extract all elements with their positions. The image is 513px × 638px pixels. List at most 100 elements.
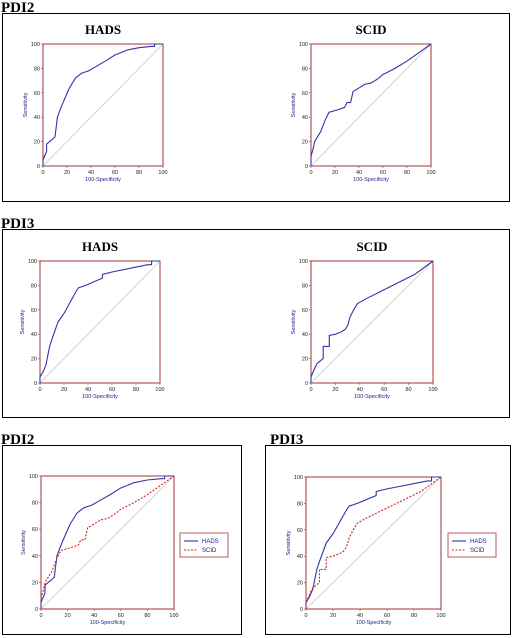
x-tick-label: 80 bbox=[136, 170, 142, 176]
section-label-pdi3-top: PDI3 bbox=[1, 216, 35, 232]
reference-diagonal bbox=[42, 43, 164, 167]
x-tick-label: 60 bbox=[118, 613, 124, 619]
x-tick-label: 40 bbox=[85, 387, 91, 393]
reference-diagonal bbox=[40, 475, 175, 610]
y-tick-label: 80 bbox=[31, 283, 37, 289]
panel-pdi3-top bbox=[2, 229, 510, 418]
y-tick-label: 100 bbox=[299, 259, 308, 265]
y-tick-label: 40 bbox=[297, 554, 303, 560]
y-tick-label: 20 bbox=[31, 357, 37, 363]
y-axis-label: Sensitivity bbox=[23, 92, 29, 117]
plot-frame bbox=[305, 476, 442, 610]
x-tick-label: 80 bbox=[144, 613, 150, 619]
x-tick-label: 20 bbox=[330, 613, 336, 619]
x-tick-label: 20 bbox=[61, 387, 67, 393]
x-tick-label: 40 bbox=[356, 170, 362, 176]
x-tick-label: 80 bbox=[404, 170, 410, 176]
y-tick-label: 20 bbox=[302, 140, 308, 146]
roc-curve-scid bbox=[40, 475, 175, 609]
chart-title: HADS bbox=[82, 239, 118, 254]
x-tick-label: 40 bbox=[88, 170, 94, 176]
y-tick-label: 60 bbox=[302, 91, 308, 97]
y-tick-label: 20 bbox=[32, 580, 38, 586]
chart-title: SCID bbox=[356, 239, 387, 254]
x-axis-label: 100-Specificity bbox=[356, 620, 392, 626]
y-axis-label: Sensitivity bbox=[291, 92, 297, 117]
plot-frame bbox=[39, 260, 161, 384]
y-tick-label: 0 bbox=[37, 164, 40, 170]
y-axis-label: Sensitivity bbox=[286, 530, 292, 555]
x-axis-label: 100-Specificity bbox=[353, 177, 389, 183]
panel-pdi2-bottom bbox=[2, 445, 242, 635]
y-tick-label: 0 bbox=[34, 381, 37, 387]
roc-curve-series-0 bbox=[310, 260, 434, 383]
y-tick-label: 40 bbox=[302, 332, 308, 338]
y-tick-label: 60 bbox=[302, 308, 308, 314]
y-tick-label: 60 bbox=[32, 527, 38, 533]
y-axis-label: Sensitivity bbox=[291, 309, 297, 334]
y-tick-label: 0 bbox=[305, 381, 308, 387]
y-tick-label: 80 bbox=[297, 501, 303, 507]
panel-pdi3-bottom bbox=[265, 445, 511, 635]
x-tick-label: 60 bbox=[381, 387, 387, 393]
chart-title: HADS bbox=[85, 22, 121, 37]
y-tick-label: 0 bbox=[305, 164, 308, 170]
y-tick-label: 80 bbox=[302, 283, 308, 289]
x-tick-label: 80 bbox=[133, 387, 139, 393]
y-tick-label: 80 bbox=[32, 501, 38, 507]
x-tick-label: 100 bbox=[436, 613, 445, 619]
x-tick-label: 60 bbox=[109, 387, 115, 393]
y-tick-label: 100 bbox=[294, 475, 303, 481]
y-tick-label: 40 bbox=[34, 115, 40, 121]
x-tick-label: 20 bbox=[64, 170, 70, 176]
x-tick-label: 80 bbox=[406, 387, 412, 393]
y-tick-label: 40 bbox=[32, 554, 38, 560]
x-tick-label: 20 bbox=[332, 387, 338, 393]
section-label-pdi3-bottom: PDI3 bbox=[270, 432, 304, 448]
roc-curve-hads bbox=[40, 475, 174, 609]
plot-frame bbox=[310, 43, 432, 167]
x-axis-label: 100-Specificity bbox=[85, 177, 121, 183]
reference-diagonal bbox=[310, 43, 432, 167]
reference-diagonal bbox=[305, 476, 442, 610]
x-tick-label: 80 bbox=[411, 613, 417, 619]
legend-label-hads: HADS bbox=[470, 539, 487, 545]
y-axis-label: Sensitivity bbox=[20, 309, 26, 334]
x-tick-label: 40 bbox=[357, 613, 363, 619]
x-tick-label: 40 bbox=[91, 613, 97, 619]
chart-title: SCID bbox=[355, 22, 386, 37]
legend-box bbox=[447, 532, 497, 558]
x-tick-label: 100 bbox=[155, 387, 164, 393]
x-tick-label: 0 bbox=[309, 387, 312, 393]
y-tick-label: 20 bbox=[302, 357, 308, 363]
x-tick-label: 20 bbox=[332, 170, 338, 176]
y-tick-label: 80 bbox=[302, 66, 308, 72]
x-tick-label: 60 bbox=[112, 170, 118, 176]
reference-diagonal bbox=[310, 260, 434, 384]
legend-box bbox=[179, 532, 229, 558]
x-tick-label: 0 bbox=[39, 613, 42, 619]
legend-label-scid: SCID bbox=[202, 548, 217, 554]
roc-curve-series-0 bbox=[42, 43, 163, 166]
legend-label-scid: SCID bbox=[470, 548, 485, 554]
x-axis-label: 100-Specificity bbox=[82, 394, 118, 400]
y-tick-label: 100 bbox=[31, 42, 40, 48]
y-tick-label: 40 bbox=[302, 115, 308, 121]
roc-curve-scid bbox=[305, 476, 442, 609]
x-axis-label: 100-Specificity bbox=[354, 394, 390, 400]
x-tick-label: 100 bbox=[158, 170, 167, 176]
y-tick-label: 100 bbox=[299, 42, 308, 48]
y-axis-label: Sensitivity bbox=[21, 530, 27, 555]
x-tick-label: 40 bbox=[357, 387, 363, 393]
plot-frame bbox=[310, 260, 434, 384]
plot-frame bbox=[40, 475, 175, 610]
y-tick-label: 80 bbox=[34, 66, 40, 72]
y-tick-label: 0 bbox=[300, 607, 303, 613]
x-tick-label: 0 bbox=[41, 170, 44, 176]
x-tick-label: 0 bbox=[38, 387, 41, 393]
legend-label-hads: HADS bbox=[202, 539, 219, 545]
